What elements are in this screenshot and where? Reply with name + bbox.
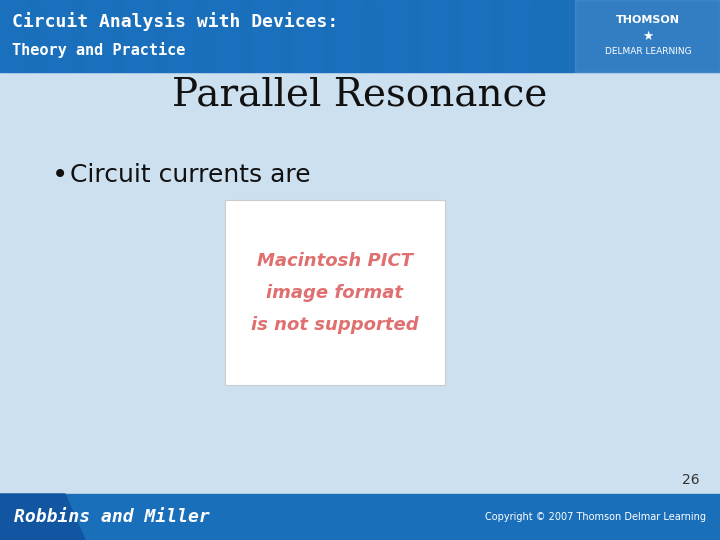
Bar <box>462 0 490 72</box>
Bar <box>294 0 322 72</box>
Text: •: • <box>52 161 68 189</box>
Text: THOMSON: THOMSON <box>616 15 680 25</box>
Bar <box>210 0 238 72</box>
Text: is not supported: is not supported <box>251 315 419 334</box>
Bar <box>168 0 196 72</box>
Bar <box>0 494 720 540</box>
Text: ★: ★ <box>642 30 654 43</box>
Bar <box>0 0 28 72</box>
Bar <box>225 200 445 385</box>
Text: Robbins and Miller: Robbins and Miller <box>14 508 210 526</box>
Text: image format: image format <box>266 284 403 301</box>
Bar <box>0 0 720 72</box>
Bar <box>42 0 70 72</box>
Text: Theory and Practice: Theory and Practice <box>12 42 185 58</box>
Polygon shape <box>0 494 85 540</box>
Text: Macintosh PICT: Macintosh PICT <box>257 252 413 269</box>
Bar <box>378 0 406 72</box>
Text: DELMAR LEARNING: DELMAR LEARNING <box>605 48 691 57</box>
Bar <box>504 0 532 72</box>
Text: Circuit currents are: Circuit currents are <box>70 163 310 187</box>
Text: Parallel Resonance: Parallel Resonance <box>172 77 548 113</box>
Bar <box>336 0 364 72</box>
Bar <box>84 0 112 72</box>
Bar <box>126 0 154 72</box>
Text: Circuit Analysis with Devices:: Circuit Analysis with Devices: <box>12 12 338 31</box>
Bar <box>420 0 448 72</box>
Text: Copyright © 2007 Thomson Delmar Learning: Copyright © 2007 Thomson Delmar Learning <box>485 512 706 522</box>
Bar <box>252 0 280 72</box>
Text: 26: 26 <box>683 473 700 487</box>
Bar <box>575 0 720 72</box>
